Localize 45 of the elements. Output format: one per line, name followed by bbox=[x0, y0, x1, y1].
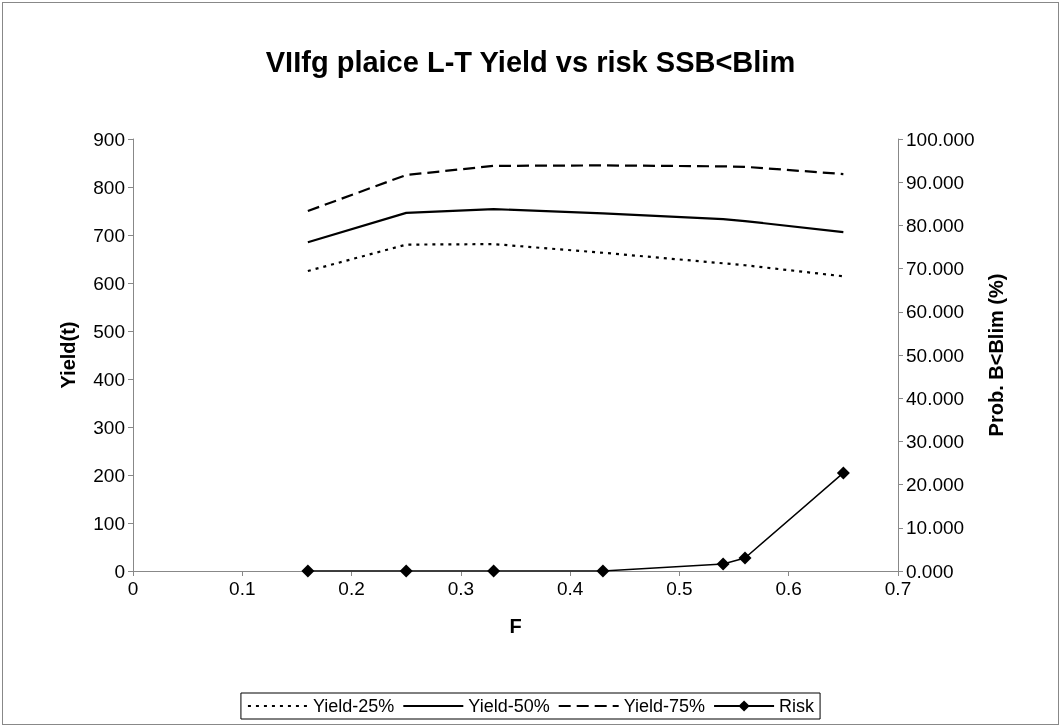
y2-axis-title: Prob. B<Blim (%) bbox=[985, 273, 1007, 437]
y2-tick-label: 40.000 bbox=[906, 387, 965, 409]
y-tick-label: 900 bbox=[93, 128, 125, 150]
x-tick-label: 0 bbox=[127, 578, 139, 599]
y-tick-label: 100 bbox=[93, 512, 125, 534]
chart-title: VIIfg plaice L-T Yield vs risk SSB<Blim bbox=[265, 45, 796, 78]
point bbox=[301, 564, 315, 578]
legend-label: Yield-50% bbox=[468, 696, 550, 716]
point bbox=[738, 551, 752, 565]
y2-tick-label: 20.000 bbox=[906, 474, 965, 496]
x-tick-label: 0.6 bbox=[775, 578, 802, 599]
x-tick-label: 0.2 bbox=[338, 578, 365, 599]
point bbox=[836, 466, 850, 480]
y-tick-label: 600 bbox=[93, 272, 125, 294]
y2-tick-label: 100.000 bbox=[906, 128, 975, 150]
y2-tick-label: 90.000 bbox=[906, 171, 965, 193]
line-series bbox=[306, 243, 845, 278]
y-tick-label: 300 bbox=[93, 416, 125, 438]
point bbox=[596, 564, 610, 578]
point bbox=[399, 564, 413, 578]
y2-tick-label: 30.000 bbox=[906, 430, 965, 452]
x-tick-label: 0.4 bbox=[556, 578, 584, 599]
line-series bbox=[306, 164, 845, 213]
y2-tick-label: 80.000 bbox=[906, 214, 965, 236]
y2-tick-label: 70.000 bbox=[906, 258, 965, 280]
y-tick-label: 200 bbox=[93, 464, 125, 486]
y-tick-label: 700 bbox=[93, 224, 125, 246]
y-axis-title: Yield(t) bbox=[57, 321, 79, 389]
point bbox=[487, 564, 501, 578]
y-tick-label: 800 bbox=[93, 176, 125, 198]
line-series bbox=[306, 207, 845, 244]
y2-tick-label: 60.000 bbox=[906, 301, 965, 323]
y-tick-label: 0 bbox=[114, 560, 125, 582]
x-tick-label: 0.1 bbox=[229, 578, 256, 599]
y2-tick-label: 10.000 bbox=[906, 517, 965, 539]
y-tick-label: 400 bbox=[93, 368, 125, 390]
legend-label: Risk bbox=[779, 696, 816, 716]
x-tick-label: 0.3 bbox=[447, 578, 475, 599]
legend-label: Yield-75% bbox=[623, 696, 706, 716]
point bbox=[716, 557, 730, 571]
x-axis-title: F bbox=[509, 615, 522, 637]
y-tick-label: 500 bbox=[93, 320, 125, 342]
y2-tick-label: 50.000 bbox=[906, 344, 965, 366]
legend-label: Yield-25% bbox=[312, 696, 395, 716]
x-tick-label: 0.5 bbox=[666, 578, 693, 599]
